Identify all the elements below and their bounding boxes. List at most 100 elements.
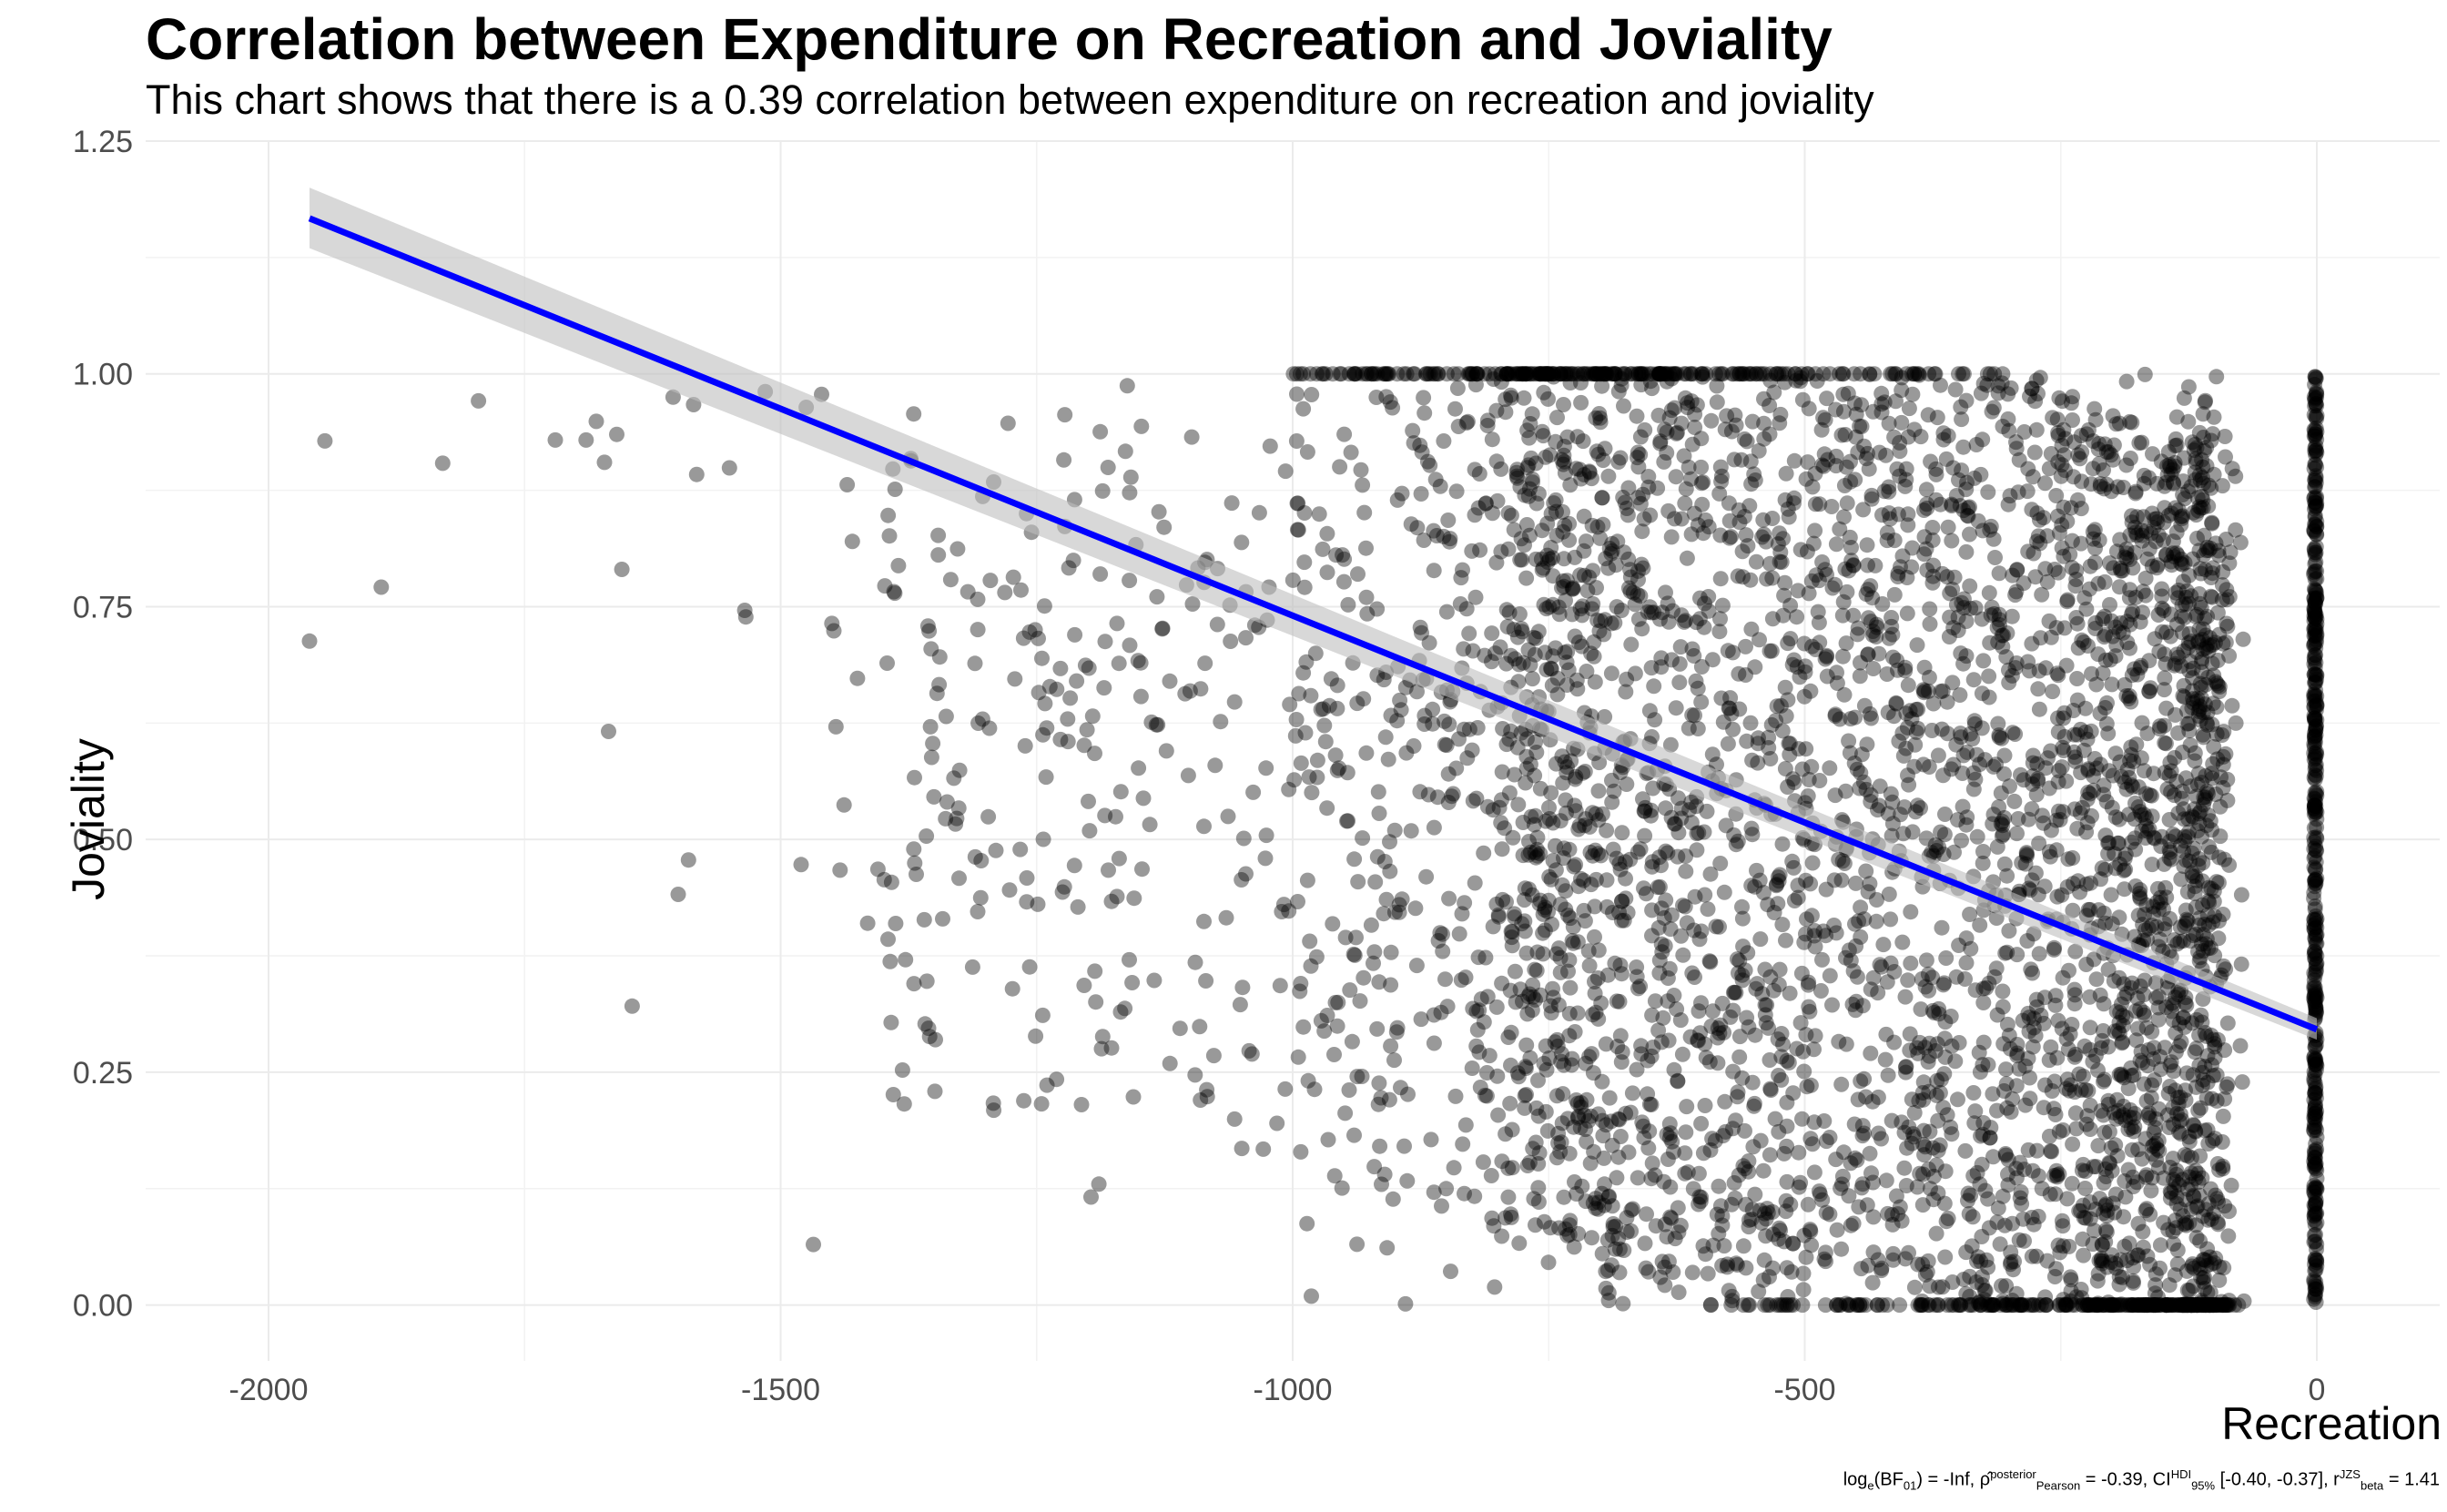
data-point (2163, 851, 2179, 868)
data-point (2092, 987, 2108, 1003)
data-point (1729, 366, 1745, 382)
data-point (2130, 799, 2147, 815)
data-point (2098, 444, 2115, 460)
data-point (1551, 1220, 1568, 1236)
data-point (2011, 1060, 2027, 1077)
data-point (967, 655, 983, 672)
data-point (2067, 943, 2084, 959)
data-point (2121, 688, 2137, 704)
data-point (1846, 1116, 1863, 1132)
data-point (1500, 1160, 1517, 1176)
data-point (1609, 533, 1626, 550)
data-point (2168, 524, 2185, 541)
data-point (2069, 671, 2086, 686)
data-point (2080, 1082, 2097, 1099)
data-point (2185, 670, 2200, 686)
data-point (1146, 972, 1163, 989)
data-point (890, 557, 907, 573)
data-point (2111, 1276, 2127, 1293)
data-point (1359, 605, 1376, 622)
data-point (2087, 401, 2103, 417)
data-point (2061, 962, 2076, 979)
data-point (1591, 755, 1608, 771)
data-point (2146, 1297, 2161, 1314)
data-point (1773, 366, 1790, 382)
data-point (1096, 680, 1112, 696)
data-point (1806, 923, 1823, 939)
data-point (1828, 448, 1844, 464)
data-point (2054, 1213, 2070, 1229)
data-point (1913, 429, 1929, 445)
data-point (1288, 366, 1305, 382)
data-point (1600, 1189, 1617, 1205)
data-point (1793, 965, 1810, 981)
data-point (1549, 1031, 1566, 1048)
data-point (1701, 589, 1717, 604)
data-point (1975, 431, 1991, 448)
data-point (1684, 1264, 1701, 1281)
data-point (2162, 1160, 2178, 1175)
data-point (1962, 907, 1978, 922)
data-point (2147, 1266, 2164, 1283)
data-point (1972, 1064, 1988, 1081)
data-point (1865, 1244, 1882, 1261)
data-point (2137, 922, 2153, 939)
data-point (1515, 655, 1531, 671)
data-point (1573, 471, 1589, 487)
data-point (1355, 477, 1371, 493)
data-point (2076, 742, 2092, 758)
data-point (2046, 1269, 2063, 1284)
data-point (1833, 427, 1850, 443)
data-point (2170, 805, 2187, 821)
data-point (624, 998, 640, 1014)
data-point (2177, 833, 2193, 849)
data-point (1939, 569, 1955, 585)
data-point (1884, 1216, 1901, 1233)
data-point (1924, 520, 1941, 535)
data-point (2031, 701, 2047, 717)
data-point (1807, 465, 1823, 482)
data-point (2205, 695, 2221, 712)
data-point (1196, 913, 1212, 929)
data-point (1863, 487, 1880, 503)
data-point (2158, 655, 2174, 672)
data-point (1308, 949, 1325, 965)
data-point (1833, 1076, 1850, 1092)
data-point (1258, 760, 1274, 776)
data-point (1636, 511, 1652, 527)
data-point (1526, 817, 1542, 833)
data-point (1691, 1189, 1708, 1205)
data-point (2098, 715, 2115, 732)
data-point (1406, 738, 1422, 754)
data-point (1614, 825, 1630, 841)
data-point (1929, 410, 1945, 426)
data-point (1543, 1005, 1559, 1021)
data-point (1739, 433, 1755, 450)
data-point (1587, 929, 1602, 945)
data-point (1423, 1131, 1439, 1148)
data-point (2113, 768, 2129, 785)
data-point (2127, 519, 2143, 535)
data-point (1926, 1005, 1943, 1020)
data-point (1657, 366, 1673, 382)
data-point (1995, 1083, 2012, 1099)
data-point (1771, 1123, 1787, 1140)
data-point (1786, 490, 1802, 506)
data-point (1758, 533, 1774, 550)
data-point (1746, 466, 1762, 482)
data-point (1835, 403, 1852, 420)
data-point (2168, 828, 2184, 845)
data-point (1135, 790, 1152, 807)
data-point (1658, 584, 1673, 601)
data-point (1332, 459, 1348, 475)
data-point (2102, 652, 2118, 668)
data-point (1381, 366, 1397, 382)
data-point (1817, 411, 1833, 428)
data-point (1583, 877, 1599, 893)
data-point (1588, 806, 1604, 822)
data-point (2127, 544, 2143, 561)
data-point (1630, 459, 1647, 475)
data-point (1091, 1176, 1107, 1192)
data-point (1600, 560, 1617, 576)
data-point (1955, 766, 1971, 781)
